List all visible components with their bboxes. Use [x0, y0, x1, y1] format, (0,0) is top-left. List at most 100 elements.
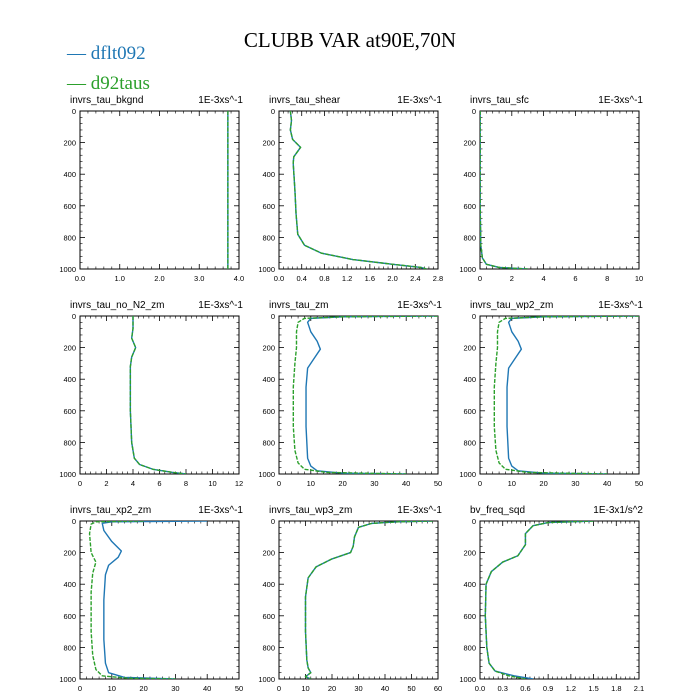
y-tick-label: 200: [463, 549, 476, 558]
series-line-dflt092: [289, 111, 427, 269]
legend-label-d92taus: d92taus: [90, 73, 150, 94]
series-line-d92taus: [304, 521, 433, 679]
panel-invrs-tau-wp3-zm: invrs_tau_wp3_zm 1E-3xs^-10 10 20 30 40 50 6002…: [258, 505, 442, 693]
x-tick-label: 0: [277, 479, 281, 488]
series-line-d92taus: [88, 521, 176, 679]
x-tick-label: 0: [78, 479, 82, 488]
x-tick-label: 10: [301, 684, 309, 693]
x-tick-label: 50: [235, 684, 243, 693]
x-tick-label: 8: [605, 274, 609, 283]
plot-frame: [278, 520, 439, 680]
y-tick-label: 0: [472, 517, 476, 526]
x-tick-label: 40: [402, 479, 410, 488]
plot-frame: [278, 315, 439, 475]
plot-frame: [79, 110, 240, 270]
series-line-d92taus: [289, 111, 427, 269]
series-line-d92taus: [480, 111, 528, 269]
x-tick-label: 1.6: [365, 274, 375, 283]
x-tick-label: 1.2: [342, 274, 352, 283]
x-tick-label: 50: [434, 479, 442, 488]
series-line-dflt092: [484, 521, 594, 679]
x-tick-label: 0: [478, 274, 482, 283]
panel-units: 1E-3xs^-1: [397, 95, 442, 106]
y-tick-label: 400: [463, 170, 476, 179]
y-tick-label: 200: [463, 344, 476, 353]
y-tick-label: 0: [72, 517, 76, 526]
x-tick-label: 2: [510, 274, 514, 283]
x-tick-label: 12: [235, 479, 243, 488]
y-tick-label: 1000: [258, 675, 275, 684]
plot-frame: [479, 110, 640, 270]
x-tick-label: 4: [542, 274, 546, 283]
panel-units: 1E-3xs^-1: [598, 95, 643, 106]
series-line-dflt092: [304, 521, 433, 679]
x-tick-label: 0: [478, 479, 482, 488]
x-tick-label: 6: [573, 274, 577, 283]
panel-title: invrs_tau_bkgnd: [70, 95, 143, 106]
legend-label-dflt092: dflt092: [90, 43, 146, 64]
panel-invrs-tau-bkgnd: invrs_tau_bkgnd 1E-3xs^-1 0.0 1.0 2.0 3.0 4.0 0…: [59, 95, 244, 283]
legend-entry-dflt092: — dflt092: [67, 44, 146, 64]
x-tick-label: 3.0: [194, 274, 204, 283]
panel-title: invrs_tau_wp3_zm: [269, 505, 352, 516]
x-tick-label: 0.6: [520, 684, 530, 693]
x-tick-label: 50: [635, 479, 643, 488]
y-tick-label: 400: [63, 580, 76, 589]
y-tick-label: 400: [463, 580, 476, 589]
panel-title: invrs_tau_shear: [269, 95, 341, 106]
x-tick-label: 8: [184, 479, 188, 488]
y-tick-label: 1000: [459, 675, 476, 684]
y-tick-label: 1000: [258, 470, 275, 479]
x-tick-label: 1.2: [566, 684, 576, 693]
plot-frame: [79, 315, 240, 475]
y-tick-label: 200: [262, 549, 275, 558]
y-tick-label: 600: [63, 612, 76, 621]
y-tick-label: 0: [271, 312, 275, 321]
y-tick-label: 1000: [59, 675, 76, 684]
legend-line-d92taus: —: [67, 73, 86, 94]
y-tick-label: 600: [463, 202, 476, 211]
y-tick-label: 0: [271, 107, 275, 116]
panel-bv-freq-sqd: bv_freq_sqd 1E-3x1/s^2 0.0 0.3 0.6 0.9 1.2 1.5 1…: [459, 505, 644, 693]
panel-units: 1E-3xs^-1: [198, 95, 243, 106]
series-line-d92taus: [493, 316, 639, 474]
y-tick-label: 600: [262, 407, 275, 416]
y-tick-label: 600: [463, 612, 476, 621]
plot-frame: [479, 315, 640, 475]
x-tick-label: 10: [307, 479, 315, 488]
panel-title: invrs_tau_wp2_zm: [470, 300, 553, 311]
y-tick-label: 1000: [258, 265, 275, 274]
y-tick-label: 800: [262, 438, 275, 447]
panel-units: 1E-3x1/s^2: [593, 505, 643, 516]
x-tick-label: 2.1: [634, 684, 644, 693]
x-tick-label: 10: [208, 479, 216, 488]
y-tick-label: 400: [63, 170, 76, 179]
x-tick-label: 0.0: [75, 274, 85, 283]
panel-title: invrs_tau_sfc: [470, 95, 529, 106]
y-tick-label: 400: [463, 375, 476, 384]
y-tick-label: 800: [63, 643, 76, 652]
y-tick-label: 800: [262, 233, 275, 242]
y-tick-label: 400: [262, 170, 275, 179]
x-tick-label: 60: [434, 684, 442, 693]
x-tick-label: 20: [139, 684, 147, 693]
panel-units: 1E-3xs^-1: [198, 505, 243, 516]
x-tick-label: 4.0: [234, 274, 244, 283]
x-tick-label: 0.3: [497, 684, 507, 693]
x-tick-label: 0: [78, 684, 82, 693]
x-tick-label: 20: [338, 479, 346, 488]
panel-invrs-tau-xp2-zm: invrs_tau_xp2_zm 1E-3xs^-1 0 10 20 30 40 50 0 200…: [59, 505, 243, 693]
panel-invrs-tau-wp2-zm: invrs_tau_wp2_zm 1E-3xs^-1 0 10 20 30 40 50 0 200…: [459, 300, 643, 488]
x-tick-label: 10: [108, 684, 116, 693]
panel-units: 1E-3xs^-1: [598, 300, 643, 311]
y-tick-label: 0: [271, 517, 275, 526]
y-tick-label: 200: [63, 344, 76, 353]
y-tick-label: 1000: [59, 265, 76, 274]
plot-frame: [479, 520, 640, 680]
x-tick-label: 0.0: [475, 684, 485, 693]
x-tick-label: 10: [635, 274, 643, 283]
x-tick-label: 40: [603, 479, 611, 488]
series-line-d92taus: [129, 316, 187, 474]
y-tick-label: 200: [262, 344, 275, 353]
x-tick-label: 0.9: [543, 684, 553, 693]
